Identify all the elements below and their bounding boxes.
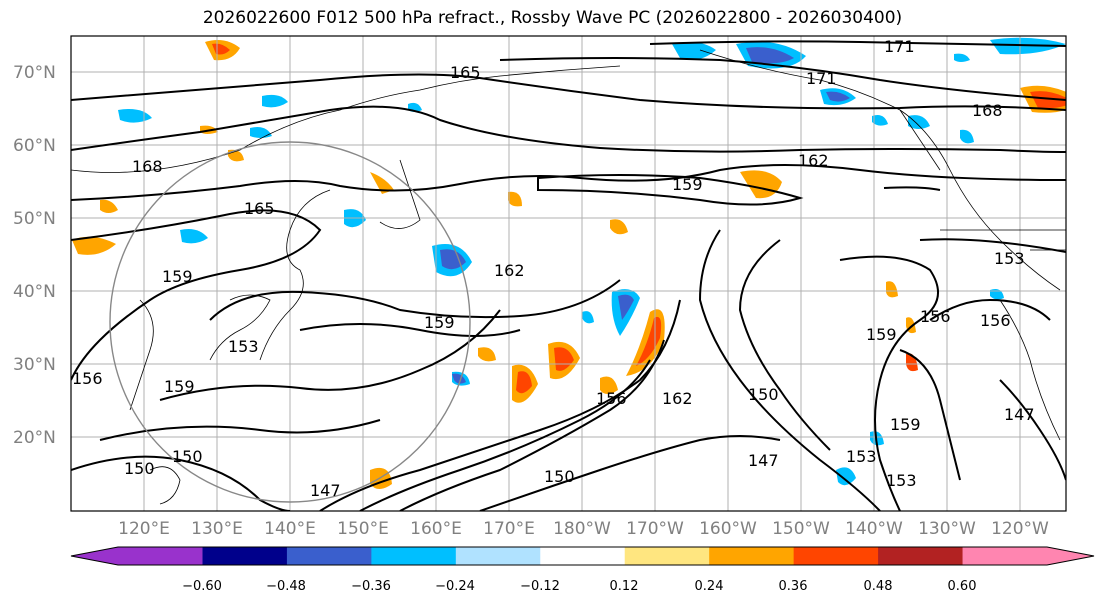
latitude-labels: 70°N 60°N 50°N 40°N 30°N 20°N	[13, 63, 56, 448]
colorbar-outline	[70, 546, 1095, 566]
contour-label: 171	[806, 69, 837, 88]
lon-label: 150°E	[337, 519, 389, 539]
contour-label: 168	[132, 157, 163, 176]
contour-label: 150	[172, 447, 203, 466]
lon-label: 130°W	[918, 519, 976, 539]
colorbar-segment	[540, 547, 626, 565]
lon-label: 120°E	[118, 519, 170, 539]
lat-label: 30°N	[13, 355, 56, 375]
contour-label: 147	[1004, 405, 1035, 424]
lon-label: 150°W	[772, 519, 830, 539]
colorbar-tick: −0.24	[435, 579, 475, 594]
contour-label: 162	[494, 261, 525, 280]
colorbar-segment	[202, 547, 288, 565]
colorbar-ticks: −0.60 −0.48 −0.36 −0.24 −0.12 0.12 0.24 …	[182, 579, 976, 594]
contour-label: 162	[662, 389, 693, 408]
lon-label: 140°W	[845, 519, 903, 539]
map-frame	[70, 35, 1067, 512]
contour-label: 150	[748, 385, 779, 404]
lon-label: 130°E	[191, 519, 243, 539]
contour-label: 150	[124, 459, 155, 478]
contour-label: 147	[748, 451, 779, 470]
colorbar	[70, 546, 1095, 566]
colorbar-segment	[286, 547, 372, 565]
lat-label: 50°N	[13, 209, 56, 229]
longitude-labels: 120°E 130°E 140°E 150°E 160°E 170°E 180°…	[118, 519, 1049, 539]
projection-circle	[109, 141, 471, 503]
colorbar-tick: −0.48	[266, 579, 306, 594]
colorbar-segment	[962, 547, 1094, 565]
contour-label: 159	[866, 325, 897, 344]
colorbar-tick: 0.48	[864, 579, 893, 594]
contour-label: 156	[596, 389, 627, 408]
contour-label: 153	[886, 471, 917, 490]
contour-label: 159	[162, 267, 193, 286]
lat-label: 40°N	[13, 282, 56, 302]
lon-label: 160°W	[699, 519, 757, 539]
colorbar-segment	[371, 547, 457, 565]
contour-label: 159	[164, 377, 195, 396]
contour-label: 156	[980, 311, 1011, 330]
colorbar-segment	[71, 547, 203, 565]
contour-label: 159	[424, 313, 455, 332]
colorbar-tick: 0.36	[779, 579, 808, 594]
contour-label: 156	[72, 369, 103, 388]
colorbar-segment	[624, 547, 710, 565]
coastlines	[71, 49, 1066, 505]
contour-labels: 171 171 168 168 165 165 162 162 162 159 …	[72, 37, 1035, 500]
lon-label: 170°E	[483, 519, 535, 539]
colorbar-segment	[793, 547, 879, 565]
contour-label: 165	[450, 63, 481, 82]
colorbar-segment	[455, 547, 541, 565]
colorbar-tick: −0.12	[520, 579, 560, 594]
map-panel: 171 171 168 168 165 165 162 162 162 159 …	[71, 36, 1066, 511]
lon-label: 160°E	[410, 519, 462, 539]
contour-label: 159	[890, 415, 921, 434]
contour-label: 153	[846, 447, 877, 466]
colorbar-tick: −0.36	[351, 579, 391, 594]
contour-label: 159	[672, 175, 703, 194]
colorbar-segment	[878, 547, 964, 565]
contour-label: 150	[544, 467, 575, 486]
contour-label: 153	[994, 249, 1025, 268]
colorbar-tick: 0.24	[695, 579, 724, 594]
contour-label: 147	[310, 481, 341, 500]
contour-label: 153	[228, 337, 259, 356]
lon-label: 120°W	[991, 519, 1049, 539]
map-title: 2026022600 F012 500 hPa refract., Rossby…	[202, 8, 903, 28]
lat-label: 60°N	[13, 136, 56, 156]
colorbar-tick: −0.60	[182, 579, 222, 594]
colorbar-tick: 0.12	[610, 579, 639, 594]
contour-label: 171	[884, 37, 915, 56]
lon-label: 140°E	[264, 519, 316, 539]
lon-label: 170°W	[626, 519, 684, 539]
colorbar-tick: 0.60	[948, 579, 977, 594]
contour-label: 156	[920, 307, 951, 326]
contour-label: 168	[972, 101, 1003, 120]
colorbar-segment	[709, 547, 795, 565]
contour-label: 165	[244, 199, 275, 218]
lat-label: 70°N	[13, 63, 56, 83]
lon-label: 180°W	[553, 519, 611, 539]
lat-label: 20°N	[13, 428, 56, 448]
contour-label: 162	[798, 151, 829, 170]
